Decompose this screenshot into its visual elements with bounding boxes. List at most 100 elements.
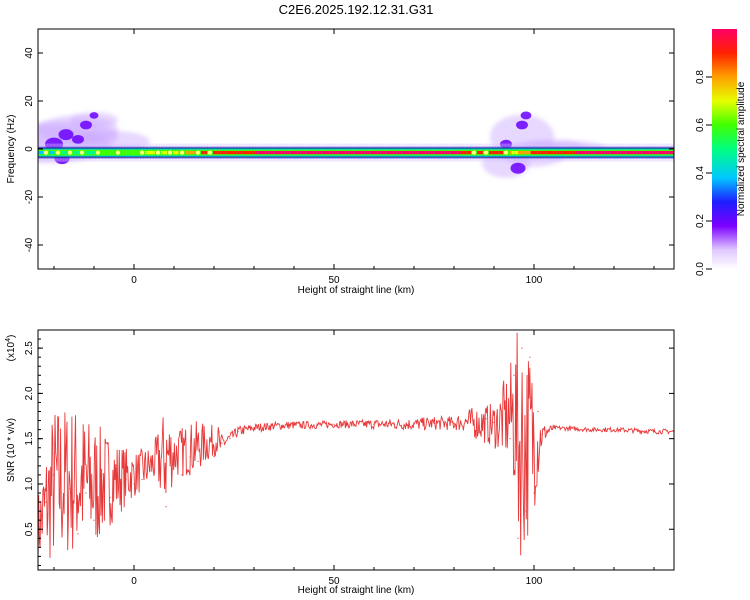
colorbar: 0.0 0.2 0.4 0.6 0.8 Normalized spectral ampl…	[695, 29, 747, 276]
colorbar-tick-label: 0.6	[695, 118, 706, 132]
spectrogram-band-core	[617, 151, 621, 155]
spectrogram-band-core	[271, 151, 276, 155]
snr-data-point	[473, 419, 475, 422]
spectrogram-band-core	[105, 151, 109, 155]
snr-data-point	[553, 427, 555, 429]
snr-trace	[38, 332, 674, 566]
spectrogram-band-core	[249, 151, 253, 155]
snr-data-point	[133, 483, 135, 485]
snr-data-point	[537, 410, 539, 413]
snr-data-point	[93, 519, 95, 521]
spectrogram-band-core	[230, 151, 234, 155]
spectrogram-band-core	[214, 151, 218, 155]
spectrogram-noise-blob	[58, 129, 74, 141]
spectrogram-band-core	[620, 151, 624, 155]
colorbar-tick-label: 0.4	[695, 166, 706, 180]
spectrogram-band-core	[441, 151, 445, 155]
spectrogram-band-core	[428, 151, 432, 155]
spectrogram-band-core	[47, 151, 52, 155]
spectrogram-ytick-label: 40	[24, 47, 35, 59]
snr-ytick-label: 1.0	[24, 477, 35, 491]
spectrogram-band-core	[604, 151, 608, 155]
spectrogram-band-core	[588, 151, 592, 155]
spectrogram-band-core	[367, 151, 372, 155]
spectrogram-band-core	[252, 151, 256, 155]
spectrogram-band-core	[316, 151, 320, 155]
spectrogram-band-core	[498, 151, 503, 155]
spectrogram-band-dot	[194, 149, 202, 156]
spectrogram-band-core	[63, 151, 68, 155]
spectrogram-band-core	[623, 151, 628, 155]
snr-data-point	[157, 442, 159, 444]
spectrogram-band-core	[518, 151, 522, 155]
spectrogram-band-core	[662, 151, 666, 155]
spectrogram-band-core	[492, 151, 496, 155]
spectrogram-band-core	[255, 151, 260, 155]
snr-data-point	[165, 506, 167, 508]
snr-data-point	[493, 421, 495, 423]
snr-panel: 0 50 100 0.5 1.0 1.5 2.0 2.5 Height of straigh…	[5, 329, 675, 596]
spectrogram-band-core	[348, 151, 352, 155]
spectrogram-band-core	[566, 151, 570, 155]
spectrogram-band-core	[466, 151, 471, 155]
spectrogram-band-core	[671, 151, 674, 155]
spectrogram-band-core	[217, 151, 221, 155]
snr-data-point	[141, 478, 143, 481]
spectrogram-band-core	[534, 151, 538, 155]
spectrogram-band-core	[495, 151, 500, 155]
spectrogram-band-core	[460, 151, 464, 155]
spectrogram-band-core	[284, 151, 288, 155]
snr-frame	[37, 329, 675, 571]
spectrogram-noise-blob	[80, 120, 92, 130]
colorbar-tick-label: 0.8	[695, 70, 706, 84]
spectrogram-band-core	[598, 151, 602, 155]
snr-data-point	[653, 430, 655, 433]
spectrogram-band-core	[489, 151, 493, 155]
spectrogram-band-dot	[54, 149, 62, 156]
spectrogram-band-core	[569, 151, 573, 155]
spectrogram-band-core	[351, 151, 356, 155]
spectrogram-band-core	[361, 151, 365, 155]
spectrogram-noise-blob	[72, 135, 84, 144]
spectrogram-band-core	[463, 151, 468, 155]
spectrogram-noise-blob	[500, 139, 512, 149]
snr-data-point	[393, 423, 395, 425]
spectrogram-band-core	[585, 151, 589, 155]
spectrogram-band-core	[38, 151, 42, 155]
spectrogram-noise-blob	[510, 162, 526, 174]
spectrogram-panel: 0 50 100 -40 -20 0 20 40 Height of straight li…	[6, 28, 675, 296]
spectrogram-band-core	[559, 151, 564, 155]
snr-ylabel: SNR (10 * v/v)	[6, 418, 17, 482]
spectrogram-band-core	[642, 151, 647, 155]
snr-multiplier: (x104)	[5, 335, 17, 362]
spectrogram-band-core	[508, 151, 512, 155]
spectrogram-band-dot	[166, 149, 174, 156]
spectrogram-band-core	[630, 151, 634, 155]
spectrogram-band-core	[335, 151, 340, 155]
spectrogram-band-core	[310, 151, 314, 155]
spectrogram-band-core	[527, 151, 532, 155]
spectrogram-band-core	[562, 151, 567, 155]
snr-data-point	[433, 422, 435, 424]
spectrogram-band-core	[89, 151, 93, 155]
spectrogram-band-dot	[178, 149, 186, 156]
spectrogram-band-core	[422, 151, 426, 155]
spectrogram-band-core	[73, 151, 77, 155]
spectrogram-band-dot	[66, 149, 74, 156]
spectrogram-band-core	[306, 151, 311, 155]
snr-multiplier-exp: 4	[5, 338, 12, 342]
snr-data-point	[205, 451, 207, 453]
spectrogram-band-core	[575, 151, 580, 155]
spectrogram-band-core	[412, 151, 416, 155]
snr-data-point	[313, 424, 315, 426]
snr-data-point	[61, 524, 63, 526]
spectrogram-band-dot	[206, 149, 214, 156]
snr-data-point	[69, 487, 71, 490]
spectrogram-noise-blob	[89, 112, 99, 119]
spectrogram-band-core	[226, 151, 231, 155]
snr-data-point	[173, 465, 175, 467]
spectrogram-band-core	[594, 151, 599, 155]
spectrogram-band-core	[438, 151, 442, 155]
snr-line-area	[38, 332, 674, 566]
snr-data-point	[573, 428, 575, 430]
